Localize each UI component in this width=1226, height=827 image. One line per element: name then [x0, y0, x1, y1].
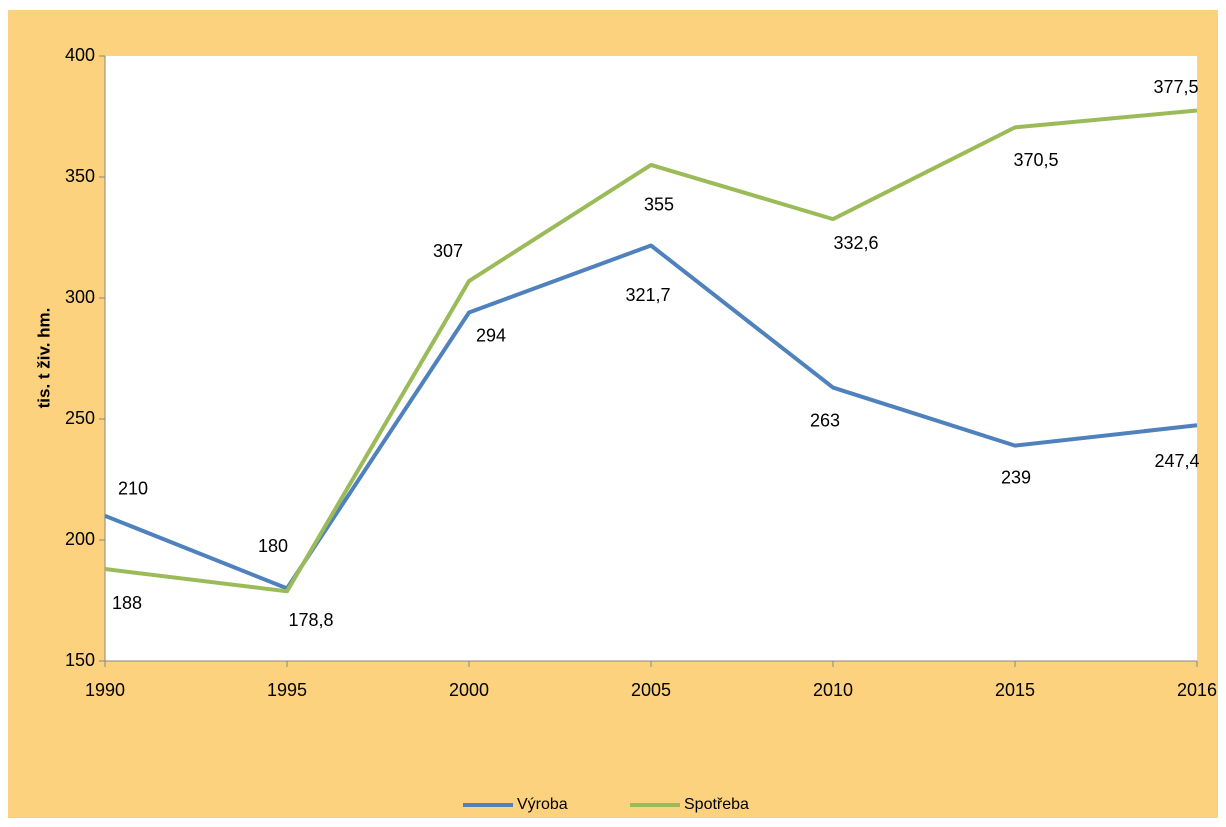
plot-area [105, 56, 1197, 661]
legend-label: Výroba [517, 796, 568, 813]
data-label: 377,5 [1153, 77, 1198, 97]
y-axis-label: tis. t živ. hm. [34, 308, 53, 409]
data-label: 355 [644, 195, 674, 215]
x-tick-label: 2000 [449, 680, 489, 700]
x-tick-label: 1990 [85, 680, 125, 700]
data-label: 178,8 [288, 610, 333, 630]
data-label: 180 [258, 536, 288, 556]
data-label: 263 [810, 410, 840, 430]
y-tick-label: 400 [65, 45, 95, 65]
y-tick-label: 200 [65, 529, 95, 549]
data-label: 332,6 [833, 233, 878, 253]
legend-label: Spotřeba [684, 796, 749, 813]
data-label: 239 [1001, 467, 1031, 487]
y-tick-label: 350 [65, 166, 95, 186]
x-tick-label: 2010 [813, 680, 853, 700]
y-tick-label: 250 [65, 408, 95, 428]
data-label: 370,5 [1013, 150, 1058, 170]
series-line [104, 108, 1198, 594]
data-label: 321,7 [625, 285, 670, 305]
x-tick-label: 1995 [267, 680, 307, 700]
y-tick-label: 150 [65, 650, 95, 670]
x-tick-label: 2005 [631, 680, 671, 700]
data-label: 247,4 [1154, 451, 1199, 471]
data-label: 210 [118, 479, 148, 499]
data-label: 294 [476, 325, 506, 345]
data-label: 188 [112, 593, 142, 613]
data-label: 307 [433, 241, 463, 261]
y-tick-label: 300 [65, 287, 95, 307]
x-tick-label: 2015 [995, 680, 1035, 700]
x-tick-label: 2016 [1177, 680, 1217, 700]
